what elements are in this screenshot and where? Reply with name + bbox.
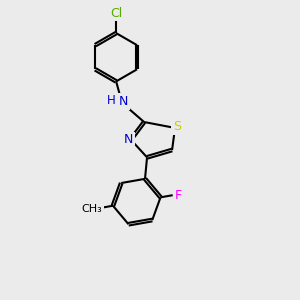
Text: H: H xyxy=(106,94,115,107)
Text: N: N xyxy=(119,95,128,108)
Text: S: S xyxy=(173,120,181,133)
Text: Cl: Cl xyxy=(110,7,122,20)
Text: N: N xyxy=(124,133,134,146)
Text: CH₃: CH₃ xyxy=(81,205,102,214)
Text: F: F xyxy=(175,189,182,202)
